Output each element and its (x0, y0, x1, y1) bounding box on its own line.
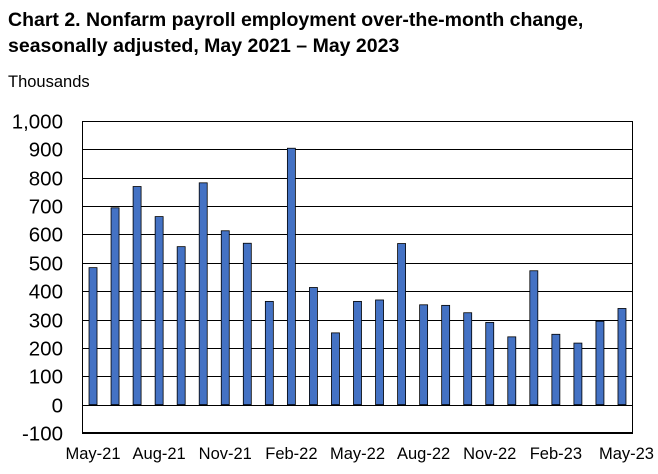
bar (286, 147, 296, 406)
bar (595, 320, 605, 406)
y-tick-label: 0 (52, 395, 63, 418)
bar (463, 312, 473, 406)
bar (309, 287, 318, 406)
bar (110, 207, 120, 406)
bar (441, 304, 451, 406)
bar (485, 321, 495, 406)
bar (198, 182, 208, 406)
chart-title: Chart 2. Nonfarm payroll employment over… (8, 9, 584, 57)
bar (132, 186, 142, 406)
x-tick-label: Nov-22 (463, 445, 516, 463)
bar (220, 230, 230, 406)
y-tick-label: 400 (29, 281, 63, 304)
x-tick-label: May-21 (66, 445, 121, 463)
bar (176, 246, 186, 406)
y-tick-label: 900 (29, 139, 63, 162)
y-tick-label: 200 (29, 338, 63, 361)
y-tick-label: -100 (22, 423, 63, 446)
y-tick-label: 800 (29, 168, 63, 191)
bar (551, 333, 561, 406)
x-tick-label: May-23 (599, 445, 654, 463)
bar (264, 300, 274, 406)
bar (507, 336, 517, 406)
y-tick-labels: -100 0 100 200 300 400 500 600 700 800 900 1,000 (12, 111, 63, 446)
x-tick-label: Feb-22 (265, 445, 317, 463)
bar-series (88, 147, 627, 406)
plot-frame (82, 121, 633, 433)
x-tick-label: Aug-21 (133, 445, 186, 463)
bar (353, 300, 362, 406)
bar (397, 243, 406, 406)
x-tick-labels: May-21 Aug-21 Nov-21 Feb-22 May-22 Aug-22 Nov-… (66, 445, 654, 463)
y-axis-label: Thousands (8, 73, 90, 91)
y-tick-label: 1,000 (12, 111, 63, 134)
y-tick-label: 100 (29, 366, 63, 389)
bar (529, 270, 539, 406)
bar (242, 242, 252, 406)
axes (82, 121, 633, 433)
bar (88, 267, 98, 406)
x-tick-label: Feb-23 (530, 445, 582, 463)
bar (331, 332, 340, 406)
bar (617, 308, 627, 406)
y-tick-label: 700 (29, 196, 63, 219)
x-tick-label: Aug-22 (397, 445, 450, 463)
bar (154, 216, 164, 406)
bar (573, 342, 583, 406)
x-tick-label: Nov-21 (199, 445, 252, 463)
y-tick-label: 500 (29, 253, 63, 276)
bar (419, 304, 429, 406)
x-tick-label: May-22 (330, 445, 385, 463)
y-tick-label: 600 (29, 224, 63, 247)
bar (375, 299, 384, 406)
y-tick-label: 300 (29, 310, 63, 333)
